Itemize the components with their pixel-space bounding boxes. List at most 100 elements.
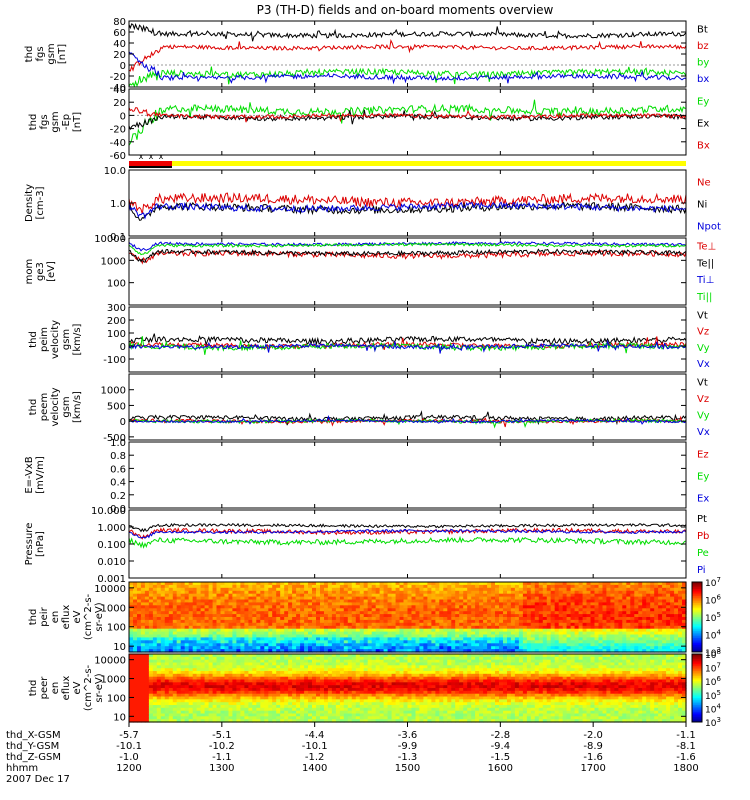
y-tick-label: 0.100	[97, 540, 126, 551]
spectrogram-cell	[168, 662, 174, 666]
colorbar-cell	[692, 638, 702, 641]
spectrogram-cell	[129, 719, 134, 723]
spectrogram-cell	[435, 605, 440, 609]
spectrogram-cell	[288, 659, 293, 664]
spectrogram-cell	[264, 590, 269, 595]
spectrogram-cell	[200, 640, 206, 644]
spectrogram-cell	[160, 702, 166, 706]
spectrogram-cell	[602, 622, 608, 627]
spectrogram-cell	[407, 643, 413, 647]
spectrogram-cell	[371, 602, 377, 606]
spectrogram-cell	[324, 662, 329, 666]
spectrogram-cell	[499, 619, 504, 624]
spectrogram-cell	[144, 587, 150, 592]
spectrogram-cell	[260, 622, 265, 627]
spectrogram-cell	[550, 643, 556, 647]
spectrogram-cell	[300, 622, 305, 627]
spectrogram-cell	[351, 605, 357, 609]
spectrogram-cell	[196, 611, 202, 615]
spectrogram-cell	[216, 702, 222, 706]
spectrogram-cell	[164, 605, 170, 609]
spectrogram-cell	[598, 619, 604, 624]
spectrogram-cell	[570, 590, 576, 595]
spectrogram-cell	[308, 649, 313, 653]
spectrogram-cell	[514, 590, 520, 595]
spectrogram-cell	[642, 637, 647, 641]
spectrogram-cell	[327, 599, 333, 603]
spectrogram-cell	[216, 582, 222, 586]
spectrogram-cell	[606, 602, 611, 606]
spectrogram-cell	[650, 649, 655, 653]
spectrogram-cell	[224, 646, 230, 650]
spectrogram-cell	[244, 640, 249, 644]
spectrogram-cell	[646, 619, 651, 624]
spectrogram-cell	[244, 699, 249, 703]
colorbar-cell	[692, 592, 702, 595]
colorbar-cell	[692, 624, 702, 627]
spectrogram-cell	[204, 625, 210, 630]
spectrogram-cell	[204, 599, 210, 603]
spectrogram-cell	[654, 634, 659, 638]
spectrogram-cell	[594, 631, 600, 636]
spectrogram-cell	[256, 705, 261, 709]
spectrogram-cell	[339, 637, 345, 641]
spectrogram-cell	[343, 596, 349, 601]
spectrogram-cell	[447, 596, 452, 601]
spectrogram-cell	[646, 637, 651, 641]
spectrogram-cell	[164, 705, 170, 709]
spectrogram-cell	[240, 637, 245, 641]
legend-entry: Pt	[697, 514, 707, 525]
spectrogram-cell	[610, 640, 615, 644]
spectrogram-cell	[200, 690, 206, 695]
spectrogram-cell	[550, 582, 556, 586]
spectrogram-cell	[670, 605, 675, 609]
spectrogram-cell	[176, 643, 182, 647]
spectrogram-cell	[152, 611, 158, 615]
spectrogram-cell	[224, 625, 230, 630]
spectrogram-cell	[140, 649, 146, 653]
spectrogram-cell	[379, 599, 385, 603]
spectrogram-cell	[196, 685, 202, 689]
spectrogram-cell	[582, 582, 588, 586]
spectrogram-cell	[144, 668, 150, 672]
spectrogram-cell	[292, 614, 297, 618]
spectrogram-cell	[518, 637, 524, 641]
spectrogram-cell	[280, 619, 285, 624]
spectrogram-cell	[176, 665, 182, 669]
spectrogram-cell	[427, 643, 432, 647]
spectrogram-cell	[363, 619, 369, 624]
legend-entry: Ey	[697, 471, 709, 482]
spectrogram-cell	[316, 654, 321, 658]
spectrogram-cell	[240, 699, 245, 703]
y-axis-label: fgs	[35, 46, 46, 61]
spectrogram-cell	[642, 602, 647, 606]
spectrogram-cell	[594, 634, 600, 638]
spectrogram-cell	[610, 637, 615, 641]
spectrogram-cell	[256, 619, 261, 624]
spectrogram-cell	[320, 631, 325, 636]
spectrogram-cell	[363, 649, 369, 653]
spectrogram-cell	[578, 634, 584, 638]
spectrogram-cell	[654, 628, 659, 633]
spectrogram-cell	[184, 617, 190, 621]
spectrogram-cell	[220, 676, 226, 681]
spectrogram-cell	[228, 582, 234, 586]
spectrogram-cell	[168, 688, 174, 692]
spectrogram-cell	[522, 587, 528, 592]
spectrogram-cell	[260, 705, 265, 709]
spectrogram-cell	[264, 637, 269, 641]
spectrogram-cell	[395, 649, 401, 653]
spectrogram-cell	[140, 587, 146, 592]
spectrogram-cell	[260, 665, 265, 669]
spectrogram-cell	[367, 628, 373, 633]
spectrogram-cell	[479, 602, 484, 606]
spectrogram-cell	[463, 649, 468, 653]
spectrogram-cell	[276, 646, 281, 650]
spectrogram-cell	[542, 605, 548, 609]
spectrogram-cell	[160, 710, 166, 715]
spectrogram-cell	[331, 643, 337, 647]
spectrogram-cell	[363, 631, 369, 636]
mode-mark: x	[159, 152, 164, 161]
spectrogram-cell	[455, 590, 460, 595]
spectrogram-cell	[622, 622, 627, 627]
